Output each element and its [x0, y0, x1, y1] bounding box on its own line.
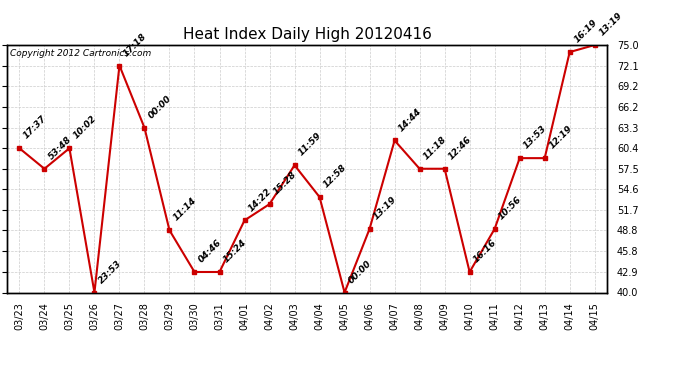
Text: Copyright 2012 Cartronics.com: Copyright 2012 Cartronics.com	[10, 49, 151, 58]
Text: 12:19: 12:19	[547, 124, 574, 151]
Title: Heat Index Daily High 20120416: Heat Index Daily High 20120416	[183, 27, 431, 42]
Text: 00:00: 00:00	[147, 94, 174, 120]
Text: 10:56: 10:56	[497, 195, 524, 221]
Text: 17:18: 17:18	[122, 32, 148, 58]
Text: 14:44: 14:44	[397, 106, 424, 133]
Text: 15:28: 15:28	[272, 170, 299, 196]
Text: 13:19: 13:19	[372, 195, 399, 221]
Text: 11:18: 11:18	[422, 135, 448, 161]
Text: 12:58: 12:58	[322, 163, 348, 190]
Text: 15:24: 15:24	[222, 238, 248, 265]
Text: 12:46: 12:46	[447, 135, 474, 161]
Text: 10:02: 10:02	[72, 114, 99, 141]
Text: 13:19: 13:19	[598, 11, 624, 38]
Text: 16:19: 16:19	[572, 18, 599, 45]
Text: 23:53: 23:53	[97, 258, 124, 285]
Text: 11:14: 11:14	[172, 196, 199, 223]
Text: 16:16: 16:16	[472, 238, 499, 265]
Text: 04:46: 04:46	[197, 238, 224, 265]
Text: 13:53: 13:53	[522, 124, 549, 151]
Text: 14:22: 14:22	[247, 186, 274, 213]
Text: 11:59: 11:59	[297, 131, 324, 158]
Text: 00:00: 00:00	[347, 258, 374, 285]
Text: 17:37: 17:37	[22, 114, 48, 141]
Text: 53:48: 53:48	[47, 135, 74, 161]
